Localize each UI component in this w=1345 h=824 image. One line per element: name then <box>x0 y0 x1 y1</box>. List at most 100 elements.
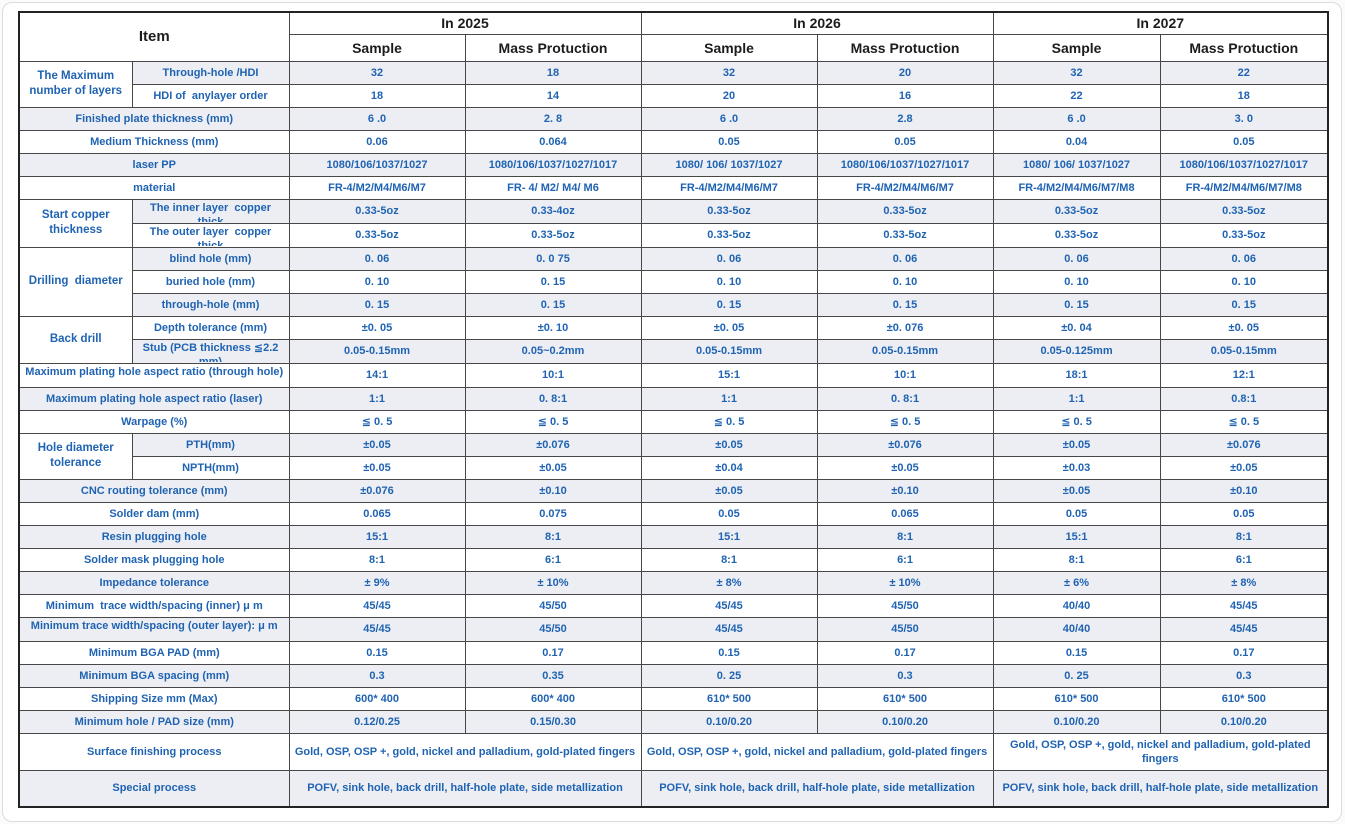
value-cell: 1080/106/1037/1027 <box>288 152 466 177</box>
row-label: The inner layer copper thick <box>131 198 290 224</box>
value-cell: 0. 10 <box>640 269 818 294</box>
value-cell: 10:1 <box>816 362 994 388</box>
value-cell: 0. 15 <box>464 292 642 317</box>
value-cell: 0.10/0.20 <box>816 709 994 734</box>
header-row-years: Item In 2025 In 2026 In 2027 <box>18 11 1329 62</box>
value-cell: Gold, OSP, OSP +, gold, nickel and palla… <box>992 732 1329 771</box>
value-cell: 0. 25 <box>992 663 1161 688</box>
value-cell: 45/45 <box>288 593 466 618</box>
row-label: Depth tolerance (mm) <box>131 315 290 340</box>
value-cell: 6 .0 <box>288 106 466 131</box>
table-row: Shipping Size mm (Max) 600* 400 600* 400 61… <box>18 686 1329 711</box>
value-cell: 6 .0 <box>640 106 818 131</box>
value-cell: 0. 06 <box>992 246 1161 271</box>
value-cell: 0.15/0.30 <box>464 709 642 734</box>
value-cell: ≦ 0. 5 <box>992 409 1161 434</box>
value-cell: 2.8 <box>816 106 994 131</box>
row-label: Maximum plating hole aspect ratio (laser… <box>18 386 290 411</box>
value-cell: 8:1 <box>288 547 466 572</box>
value-cell: 0. 15 <box>1159 292 1329 317</box>
value-cell: ±0.10 <box>1159 478 1329 503</box>
value-cell: 0.12/0.25 <box>288 709 466 734</box>
value-cell: 0.33-5oz <box>288 222 466 248</box>
table-row: Solder mask plugging hole 8:1 6:1 8:1 6:1 8:1… <box>18 547 1329 572</box>
value-cell: 14:1 <box>288 362 466 388</box>
table-body: The Maximum number of layers Through-hole… <box>18 60 1329 808</box>
table-row: NPTH(mm) ±0.05 ±0.05 ±0.04 ±0.05 ±0.03 ±0.05 <box>19 455 1329 480</box>
value-cell: 32 <box>288 60 466 85</box>
row-label: Finished plate thickness (mm) <box>18 106 290 131</box>
value-cell: 40/40 <box>992 593 1161 618</box>
value-cell: 0.33-5oz <box>816 198 994 224</box>
value-cell: 0.3 <box>816 663 994 688</box>
subheader-mass-2027: Mass Protuction <box>1159 33 1329 62</box>
value-cell: FR-4/M2/M4/M6/M7 <box>640 175 818 200</box>
row-label: CNC routing tolerance (mm) <box>18 478 290 503</box>
pcb-capability-table: Item In 2025 In 2026 In 2027 Sample Mass… <box>18 11 1330 808</box>
value-cell: 0. 15 <box>640 292 818 317</box>
value-cell: ±0.05 <box>992 478 1161 503</box>
subheader-mass-2026: Mass Protuction <box>816 33 994 62</box>
table-row: Maximum plating hole aspect ratio (throu… <box>18 362 1329 388</box>
table-row: Impedance tolerance ± 9% ± 10% ± 8% ± 10% ± 6… <box>18 570 1329 595</box>
value-cell: 0.05-0.15mm <box>288 338 466 364</box>
value-cell: ±0.10 <box>816 478 994 503</box>
value-cell: ±0.05 <box>464 455 642 480</box>
value-cell: 16 <box>816 83 994 108</box>
value-cell: 18 <box>464 60 642 85</box>
value-cell: ±0.05 <box>640 432 818 457</box>
value-cell: 6:1 <box>464 547 642 572</box>
value-cell: 610* 500 <box>816 686 994 711</box>
value-cell: 15:1 <box>992 524 1161 549</box>
value-cell: 0. 15 <box>464 269 642 294</box>
value-cell: 0.15 <box>288 640 466 665</box>
value-cell: 0.17 <box>464 640 642 665</box>
value-cell: 0.10/0.20 <box>640 709 818 734</box>
row-label: Maximum plating hole aspect ratio (throu… <box>18 362 290 388</box>
value-cell: ±0.076 <box>1159 432 1329 457</box>
value-cell: ±0.05 <box>1159 455 1329 480</box>
value-cell: ≦ 0. 5 <box>1159 409 1329 434</box>
value-cell: 22 <box>992 83 1161 108</box>
row-label: Shipping Size mm (Max) <box>18 686 290 711</box>
value-cell: 0.3 <box>288 663 466 688</box>
value-cell: 0.05-0.125mm <box>992 338 1161 364</box>
value-cell: ≦ 0. 5 <box>640 409 818 434</box>
value-cell: 0.04 <box>992 129 1161 154</box>
value-cell: 0.064 <box>464 129 642 154</box>
value-cell: 610* 500 <box>1159 686 1329 711</box>
year-header-2025: In 2025 <box>288 11 642 35</box>
value-cell: 32 <box>992 60 1161 85</box>
value-cell: 0.05~0.2mm <box>464 338 642 364</box>
value-cell: 1080/106/1037/1027/1017 <box>816 152 994 177</box>
value-cell: 1080/106/1037/1027/1017 <box>464 152 642 177</box>
value-cell: 1:1 <box>288 386 466 411</box>
value-cell: 0.35 <box>464 663 642 688</box>
value-cell: 0.065 <box>288 501 466 526</box>
value-cell: ±0.10 <box>464 478 642 503</box>
value-cell: 0.05-0.15mm <box>816 338 994 364</box>
value-cell: 45/50 <box>816 616 994 642</box>
value-cell: 0.33-5oz <box>288 198 466 224</box>
row-label: NPTH(mm) <box>131 455 290 480</box>
row-group-label: Start copper thickness <box>18 198 133 248</box>
value-cell: ±0.05 <box>288 455 466 480</box>
value-cell: 0. 25 <box>640 663 818 688</box>
value-cell: 45/45 <box>1159 593 1329 618</box>
value-cell: 0. 10 <box>816 269 994 294</box>
value-cell: FR-4/M2/M4/M6/M7 <box>816 175 994 200</box>
row-label: laser PP <box>18 152 290 177</box>
table-row: CNC routing tolerance (mm) ±0.076 ±0.10 ±0.… <box>18 478 1329 503</box>
table-row: The Maximum number of layers Through-hole… <box>18 60 1329 108</box>
value-cell: ±0.076 <box>816 432 994 457</box>
value-cell: 14 <box>464 83 642 108</box>
value-cell: 610* 500 <box>992 686 1161 711</box>
row-label: Solder mask plugging hole <box>18 547 290 572</box>
value-cell: 0.05 <box>640 501 818 526</box>
value-cell: 0.15 <box>640 640 818 665</box>
row-label: Solder dam (mm) <box>18 501 290 526</box>
value-cell: FR- 4/ M2/ M4/ M6 <box>464 175 642 200</box>
